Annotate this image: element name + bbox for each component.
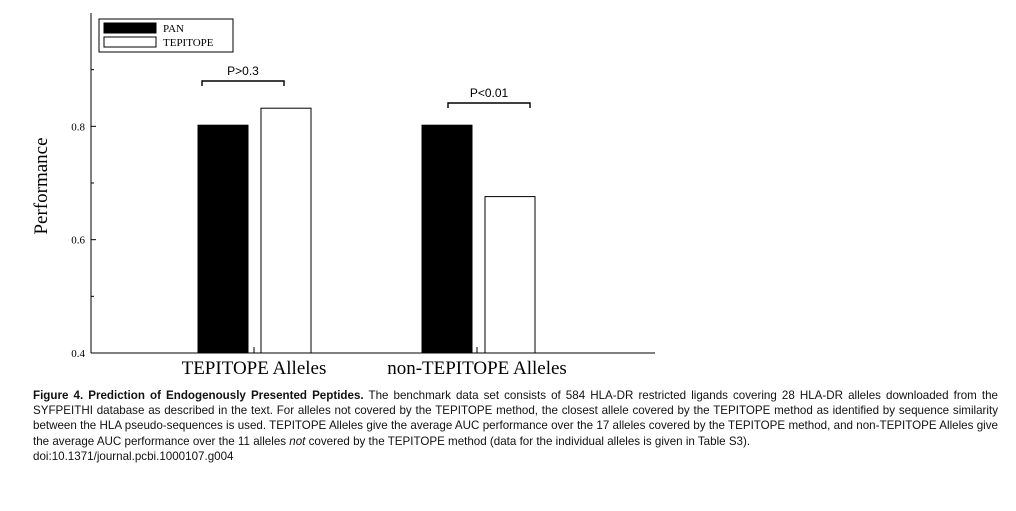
bar-tepitope: [484, 196, 536, 354]
legend-label: TEPITOPE: [163, 37, 214, 49]
x-category-label: non-TEPITOPE Alleles: [387, 358, 567, 379]
figure-caption: Figure 4. Prediction of Endogenously Pre…: [33, 388, 998, 464]
y-tick-label: 0.8: [71, 121, 85, 133]
p-value-label: P>0.3: [227, 64, 259, 78]
y-tick-label: 0.6: [71, 235, 85, 247]
figure: 0.4 0.6 0.8 Performance TEPITOPE Alleles non-…: [31, 13, 655, 379]
caption-body-1: The benchmark data set consists of 584 H…: [33, 389, 998, 448]
legend-swatch-pan: [103, 22, 157, 34]
significance-bracket: [201, 80, 285, 86]
significance-bracket: [447, 102, 531, 108]
y-tick-label: 0.4: [71, 348, 85, 360]
x-category-label: TEPITOPE Alleles: [182, 358, 327, 379]
legend-swatch-tepitope: [103, 36, 157, 48]
caption-body-2: covered by the TEPITOPE method (data for…: [305, 434, 751, 448]
caption-doi: doi:10.1371/journal.pcbi.1000107.g004: [33, 449, 234, 463]
bar-pan: [197, 124, 249, 354]
bar-tepitope: [260, 107, 312, 354]
bar-chart: 0.4 0.6 0.8 Performance TEPITOPE Alleles non-…: [31, 13, 655, 379]
caption-title: Figure 4. Prediction of Endogenously Pre…: [33, 389, 364, 402]
bar-pan: [421, 124, 473, 354]
legend-label: PAN: [163, 23, 184, 35]
p-value-label: P<0.01: [470, 86, 509, 100]
y-axis-label: Performance: [31, 137, 52, 234]
caption-emphasis: not: [289, 434, 306, 448]
